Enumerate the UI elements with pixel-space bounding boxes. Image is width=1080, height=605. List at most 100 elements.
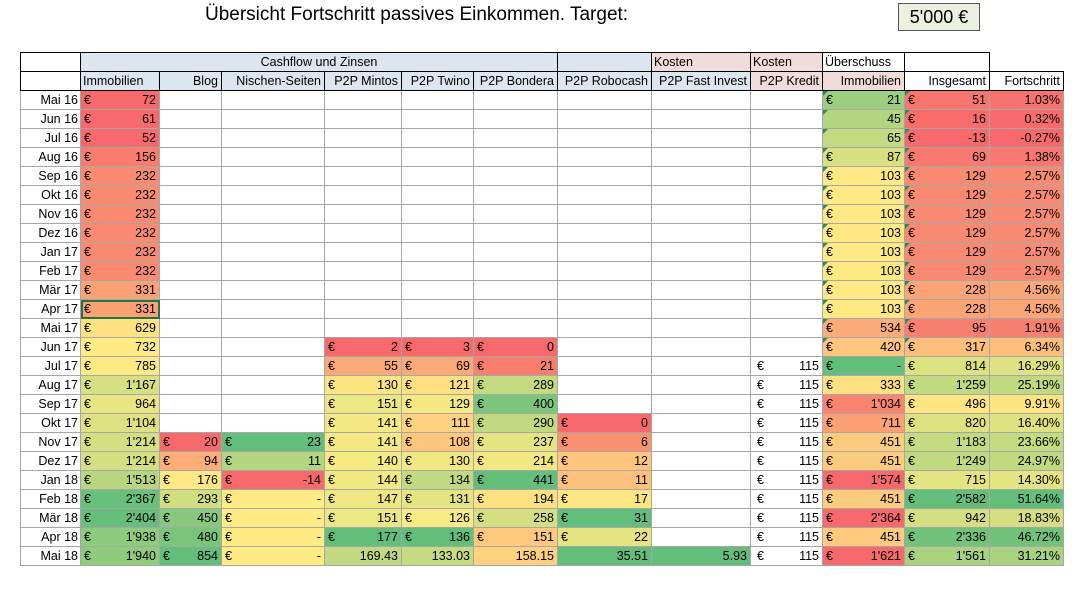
cell-p2p-kredit[interactable]: [750, 261, 823, 281]
cell-immobilien[interactable]: €232: [80, 242, 160, 262]
cell-fortschritt[interactable]: 16.29%: [989, 356, 1064, 376]
cell-blog[interactable]: [159, 147, 222, 167]
cell-fortschritt[interactable]: 0.32%: [989, 109, 1064, 129]
cell-blog[interactable]: [159, 185, 222, 205]
cell-p2p-robocash[interactable]: [557, 166, 652, 186]
cell-p2p-bondera[interactable]: €441: [473, 470, 558, 490]
cell-p2p-mintos[interactable]: [324, 261, 402, 281]
cell-nischen-seiten[interactable]: [221, 185, 325, 205]
cell-kosten-immobilien[interactable]: €534: [822, 318, 905, 338]
col-header-nischen-seiten[interactable]: Nischen-Seiten: [221, 71, 325, 91]
cell-nischen-seiten[interactable]: [221, 223, 325, 243]
cell-insgesamt[interactable]: €317: [904, 337, 990, 357]
cell-p2p-mintos[interactable]: €130: [324, 375, 402, 395]
row-label-month[interactable]: Jul 17: [20, 356, 81, 376]
cell-p2p-robocash[interactable]: [557, 109, 652, 129]
cell-kosten-immobilien[interactable]: €103: [822, 242, 905, 262]
col-header-p2p-mintos[interactable]: P2P Mintos: [324, 71, 402, 91]
cell-insgesamt[interactable]: €129: [904, 166, 990, 186]
cell-p2p-kredit[interactable]: €115: [750, 508, 823, 528]
cell-p2p-kredit[interactable]: €115: [750, 470, 823, 490]
cell-blog[interactable]: €450: [159, 508, 222, 528]
cell-p2p-twino[interactable]: €134: [401, 470, 474, 490]
cell-p2p-bondera[interactable]: €0: [473, 337, 558, 357]
cell-insgesamt[interactable]: €2'582: [904, 489, 990, 509]
cell-p2p-bondera[interactable]: [473, 280, 558, 300]
cell-p2p-robocash[interactable]: [557, 299, 652, 319]
cell-p2p-bondera[interactable]: [473, 299, 558, 319]
cell-p2p-twino[interactable]: €130: [401, 451, 474, 471]
cell-nischen-seiten[interactable]: €11: [221, 451, 325, 471]
cell-p2p-kredit[interactable]: [750, 242, 823, 262]
cell-p2p-kredit[interactable]: [750, 337, 823, 357]
cell-nischen-seiten[interactable]: [221, 204, 325, 224]
cell-blog[interactable]: €480: [159, 527, 222, 547]
row-label-month[interactable]: Mai 17: [20, 318, 81, 338]
cell-immobilien[interactable]: €732: [80, 337, 160, 357]
cell-nischen-seiten[interactable]: [221, 356, 325, 376]
col-header-p2p-bondera[interactable]: P2P Bondera: [473, 71, 558, 91]
cell-nischen-seiten[interactable]: [221, 166, 325, 186]
cell-immobilien[interactable]: €232: [80, 261, 160, 281]
cell-p2p-bondera[interactable]: [473, 90, 558, 110]
cell-p2p-bondera[interactable]: [473, 261, 558, 281]
cell-p2p-twino[interactable]: [401, 242, 474, 262]
cell-p2p-kredit[interactable]: €115: [750, 546, 823, 566]
cell-p2p-kredit[interactable]: [750, 318, 823, 338]
cell-p2p-mintos[interactable]: €144: [324, 470, 402, 490]
cell-p2p-fast-invest[interactable]: [651, 166, 751, 186]
cell-fortschritt[interactable]: 4.56%: [989, 299, 1064, 319]
cell-blog[interactable]: [159, 223, 222, 243]
cell-fortschritt[interactable]: 1.03%: [989, 90, 1064, 110]
cell-immobilien[interactable]: €1'940: [80, 546, 160, 566]
cell-insgesamt[interactable]: €129: [904, 223, 990, 243]
cell-p2p-bondera[interactable]: €400: [473, 394, 558, 414]
cell-p2p-twino[interactable]: [401, 299, 474, 319]
col-header-fortschritt[interactable]: Fortschritt: [989, 71, 1064, 91]
cell-fortschritt[interactable]: 2.57%: [989, 242, 1064, 262]
cell-fortschritt[interactable]: 2.57%: [989, 261, 1064, 281]
cell-p2p-robocash[interactable]: €12: [557, 451, 652, 471]
cell-insgesamt[interactable]: €1'259: [904, 375, 990, 395]
cell-p2p-twino[interactable]: [401, 318, 474, 338]
cell-p2p-robocash[interactable]: [557, 223, 652, 243]
cell-p2p-twino[interactable]: [401, 109, 474, 129]
cell-p2p-mintos[interactable]: €141: [324, 413, 402, 433]
cell-p2p-fast-invest[interactable]: [651, 508, 751, 528]
cell-immobilien[interactable]: €232: [80, 185, 160, 205]
row-label-month[interactable]: Jun 17: [20, 337, 81, 357]
cell-blog[interactable]: [159, 242, 222, 262]
cell-p2p-mintos[interactable]: [324, 90, 402, 110]
cell-p2p-fast-invest[interactable]: [651, 356, 751, 376]
cell-p2p-fast-invest[interactable]: [651, 147, 751, 167]
cell-p2p-robocash[interactable]: [557, 337, 652, 357]
col-header-blog[interactable]: Blog: [159, 71, 222, 91]
cell-kosten-immobilien[interactable]: €21: [822, 90, 905, 110]
cell-p2p-robocash[interactable]: [557, 280, 652, 300]
cell-p2p-kredit[interactable]: €115: [750, 413, 823, 433]
cell-insgesamt[interactable]: € -13: [904, 128, 990, 148]
row-label-month[interactable]: Dez 16: [20, 223, 81, 243]
cell-p2p-robocash[interactable]: [557, 356, 652, 376]
cell-fortschritt[interactable]: 2.57%: [989, 223, 1064, 243]
cell-nischen-seiten[interactable]: [221, 109, 325, 129]
cell-nischen-seiten[interactable]: [221, 280, 325, 300]
cell-p2p-robocash[interactable]: [557, 147, 652, 167]
cell-blog[interactable]: [159, 375, 222, 395]
cell-kosten-immobilien[interactable]: €451: [822, 527, 905, 547]
cell-p2p-twino[interactable]: €69: [401, 356, 474, 376]
cell-insgesamt[interactable]: €1'561: [904, 546, 990, 566]
cell-p2p-kredit[interactable]: €115: [750, 394, 823, 414]
cell-kosten-immobilien[interactable]: €333: [822, 375, 905, 395]
cell-nischen-seiten[interactable]: [221, 394, 325, 414]
cell-nischen-seiten[interactable]: [221, 90, 325, 110]
row-label-month[interactable]: Apr 18: [20, 527, 81, 547]
cell-p2p-bondera[interactable]: [473, 242, 558, 262]
cell-p2p-fast-invest[interactable]: [651, 261, 751, 281]
cell-p2p-bondera[interactable]: [473, 223, 558, 243]
cell-p2p-mintos[interactable]: €151: [324, 508, 402, 528]
cell-p2p-bondera[interactable]: €151: [473, 527, 558, 547]
cell-p2p-mintos[interactable]: [324, 280, 402, 300]
cell-immobilien[interactable]: €1'214: [80, 432, 160, 452]
cell-p2p-twino[interactable]: [401, 280, 474, 300]
